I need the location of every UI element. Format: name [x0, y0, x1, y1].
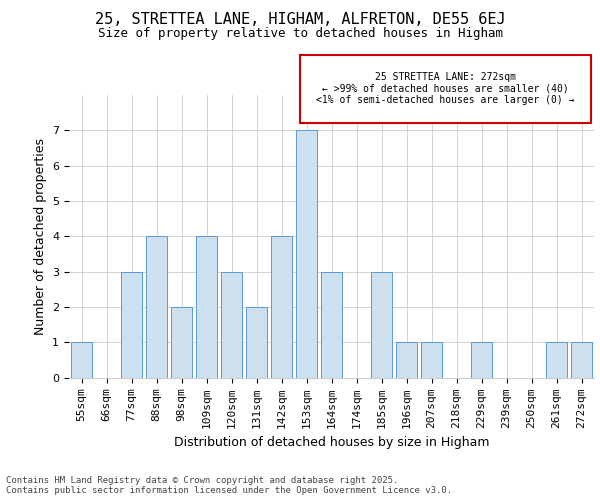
Bar	[371, 272, 392, 378]
Bar	[196, 236, 217, 378]
Bar	[571, 342, 592, 378]
Y-axis label: Number of detached properties: Number of detached properties	[34, 138, 47, 335]
Bar	[421, 342, 442, 378]
X-axis label: Distribution of detached houses by size in Higham: Distribution of detached houses by size …	[174, 436, 489, 449]
Bar	[271, 236, 292, 378]
Bar	[221, 272, 242, 378]
Text: Contains HM Land Registry data © Crown copyright and database right 2025.
Contai: Contains HM Land Registry data © Crown c…	[6, 476, 452, 495]
Text: 25, STRETTEA LANE, HIGHAM, ALFRETON, DE55 6EJ: 25, STRETTEA LANE, HIGHAM, ALFRETON, DE5…	[95, 12, 505, 28]
Bar	[121, 272, 142, 378]
Text: 25 STRETTEA LANE: 272sqm
← >99% of detached houses are smaller (40)
<1% of semi-: 25 STRETTEA LANE: 272sqm ← >99% of detac…	[316, 72, 575, 106]
Bar	[296, 130, 317, 378]
Bar	[396, 342, 417, 378]
Bar	[321, 272, 342, 378]
Text: Size of property relative to detached houses in Higham: Size of property relative to detached ho…	[97, 28, 503, 40]
Bar	[471, 342, 492, 378]
Bar	[546, 342, 567, 378]
Bar	[71, 342, 92, 378]
Bar	[146, 236, 167, 378]
Bar	[171, 307, 192, 378]
Bar	[246, 307, 267, 378]
